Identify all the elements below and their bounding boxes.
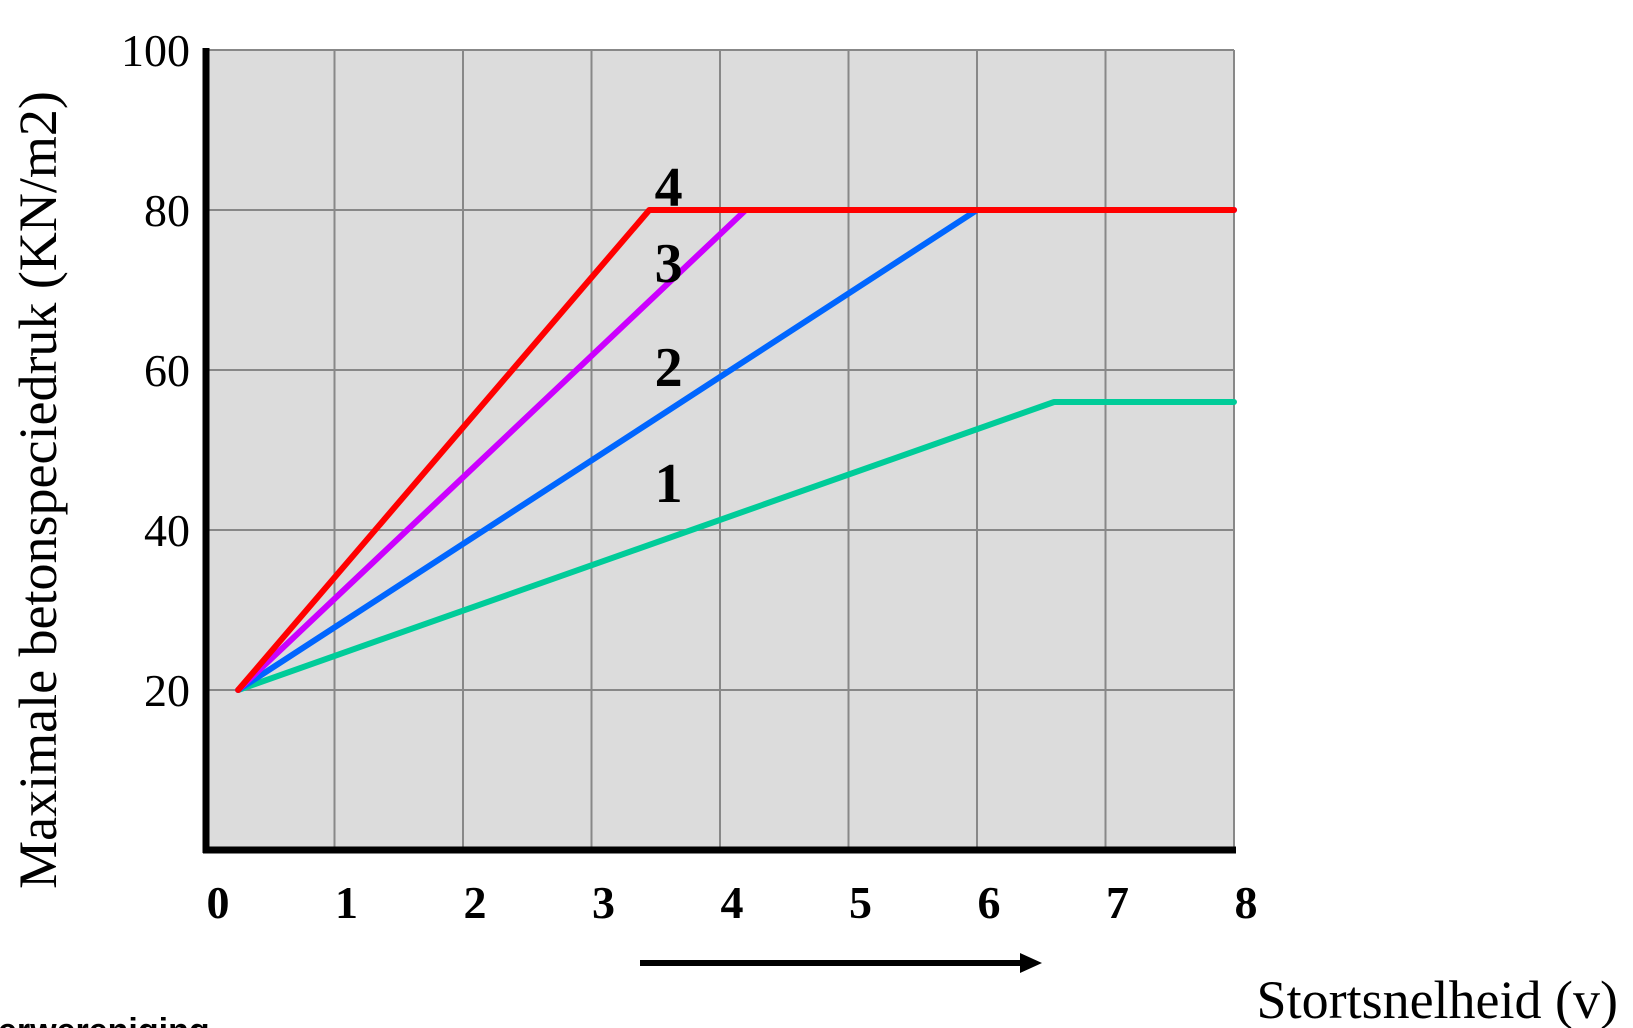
arrow-right-icon xyxy=(640,953,1042,973)
x-axis-title: Stortsnelheid (v) xyxy=(1257,970,1618,1028)
x-tick-label: 1 xyxy=(335,877,358,928)
x-tick-label: 8 xyxy=(1235,877,1258,928)
series-label-4: 4 xyxy=(655,157,683,219)
series-line-4 xyxy=(235,207,1237,693)
grid xyxy=(206,49,1235,850)
x-tick-label: 5 xyxy=(849,877,872,928)
x-tick-label: 2 xyxy=(464,877,487,928)
footer-text: erwereniging xyxy=(0,1012,210,1028)
y-tick-label: 100 xyxy=(121,25,190,76)
series-label-1: 1 xyxy=(655,453,683,515)
x-tick-label: 4 xyxy=(721,877,744,928)
y-axis-title: Maximale betonspeciedruk (KN/m2) xyxy=(8,91,68,889)
y-tick-label: 20 xyxy=(144,665,190,716)
axes xyxy=(202,48,1236,854)
x-tick-label: 7 xyxy=(1106,877,1129,928)
series-labels: 1 2 3 4 xyxy=(655,157,683,515)
y-tick-label: 60 xyxy=(144,345,190,396)
y-tick-label: 80 xyxy=(144,185,190,236)
x-tick-label: 0 xyxy=(207,877,230,928)
x-tick-label: 3 xyxy=(592,877,615,928)
y-tick-label: 40 xyxy=(144,505,190,556)
series-label-2: 2 xyxy=(655,337,683,399)
series-lines xyxy=(235,207,1237,693)
y-tick-labels: 20 40 60 80 100 xyxy=(121,25,190,716)
x-tick-labels: 0 1 2 3 4 5 6 7 8 xyxy=(207,877,1258,928)
x-tick-label: 6 xyxy=(978,877,1001,928)
series-label-3: 3 xyxy=(655,233,683,295)
series-line-1 xyxy=(235,399,1237,693)
